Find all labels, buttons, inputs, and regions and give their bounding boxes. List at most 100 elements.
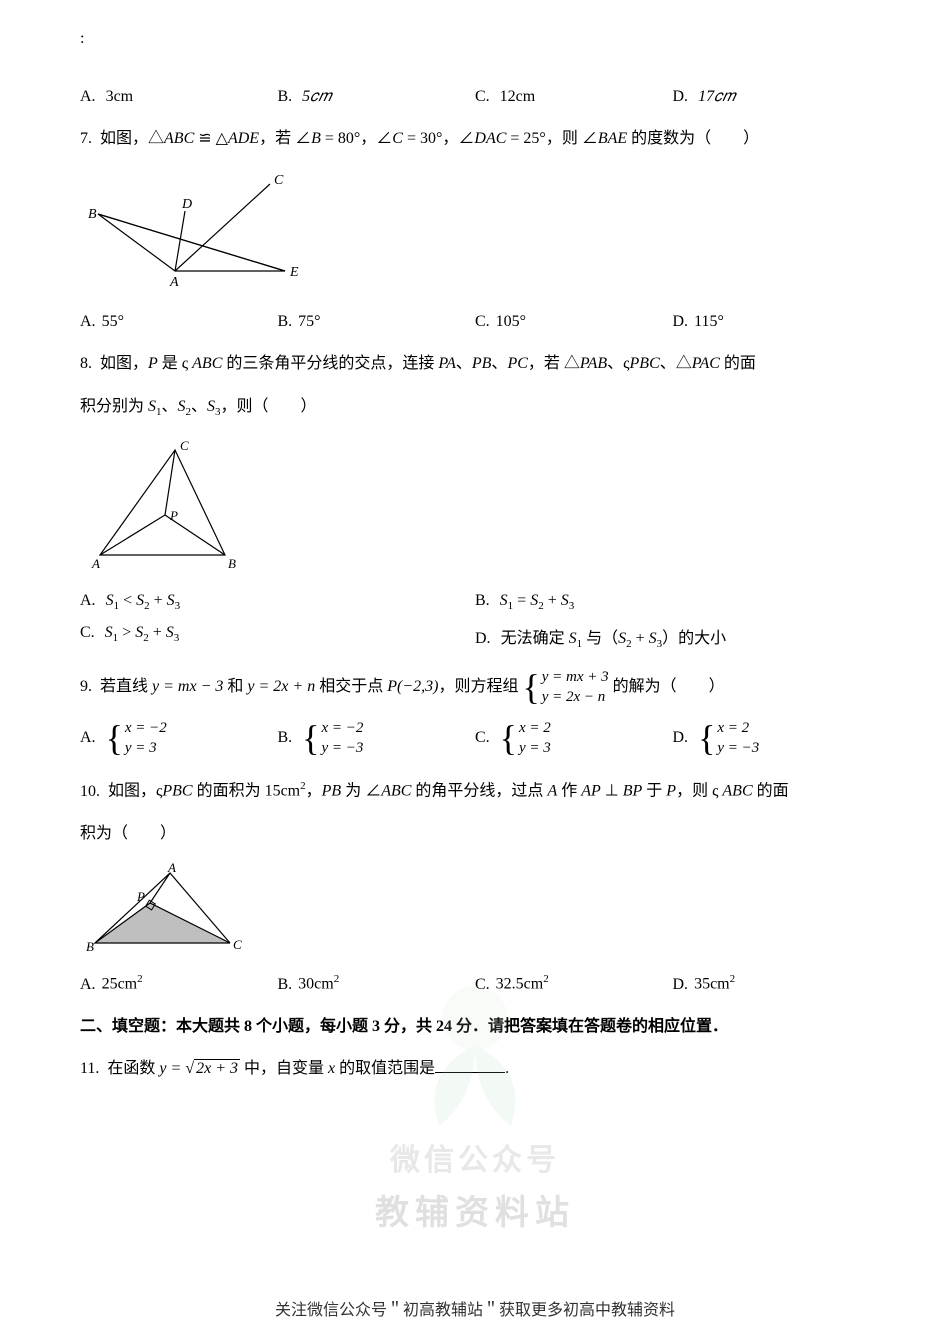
opt-label: B. [278, 313, 293, 330]
brace-icon: { [302, 724, 319, 753]
q9-option-b: B. {x = −2y = −3 [278, 719, 476, 758]
q11-t3: 的取值范围是 [335, 1060, 435, 1077]
q10-t7: 于 [642, 783, 666, 800]
q8-options-row1: A. S1 < S2 + S3 B. S1 = S2 + S3 [80, 592, 870, 612]
q10c-sup: 2 [543, 973, 549, 985]
q7-t3: ，若 ∠ [259, 130, 311, 147]
q8l2-t1: 积分别为 [80, 398, 148, 415]
q8b-sub3: 3 [569, 600, 575, 612]
q10-stem: 10. 如图，ςPBC 的面积为 15cm2，PB 为 ∠ABC 的角平分线，过… [80, 776, 870, 807]
opt-label: A. [80, 729, 96, 746]
q8d-mid: 与（ [582, 630, 618, 647]
q7-b-text: 75° [298, 313, 320, 330]
q8b-s3: S [561, 592, 569, 609]
q8-option-b: B. S1 = S2 + S3 [475, 592, 870, 612]
q8c-mid: > [118, 624, 135, 641]
opt-label: A. [80, 88, 96, 105]
q8d-pre: 无法确定 [501, 630, 569, 647]
watermark-line2: 教辅资料站 [375, 1185, 575, 1234]
q10-perp: ⊥ [601, 783, 623, 800]
q6-option-b: B. 5𝑐𝑚 [278, 88, 476, 106]
q10-num: 10. [80, 783, 100, 800]
q9c-l2: y = 3 [519, 739, 551, 759]
q9-option-a: A. {x = −2y = 3 [80, 719, 278, 758]
q8-options-row2: C. S1 > S2 + S3 D. 无法确定 S1 与（S2 + S3）的大小 [80, 624, 870, 650]
opt-label: A. [80, 313, 96, 330]
q9-eq2: y = 2x + n [247, 678, 315, 695]
q8-label-p: P [169, 508, 178, 523]
sqrt-icon: √2x + 3 [185, 1060, 240, 1077]
q8l2-s2: S [178, 398, 186, 415]
q9a-l1: x = −2 [125, 719, 167, 739]
q7-option-c: C.105° [475, 313, 673, 331]
q8d-end: ）的大小 [662, 630, 726, 647]
opt-label: C. [475, 88, 490, 105]
q8-s2: 、 [491, 355, 507, 372]
watermark-line1: 微信公众号 [375, 1135, 575, 1179]
q8a-plus: + [150, 592, 167, 609]
q10-t4: 为 ∠ [341, 783, 381, 800]
q8-label-c: C [180, 438, 189, 453]
q10-pbc: PBC [162, 783, 192, 800]
q10-figure: A B C P [80, 861, 870, 961]
q8-option-a: A. S1 < S2 + S3 [80, 592, 475, 612]
q9-option-d: D. {x = 2y = −3 [673, 719, 871, 758]
opt-label: B. [475, 592, 490, 609]
q8-stem-line2: 积分别为 S1、S2、S3，则（ ） [80, 392, 870, 423]
q8-pab: PAB [580, 355, 607, 372]
q10-a: A [547, 783, 557, 800]
q9-t1: 若直线 [100, 678, 152, 695]
q10-bp: BP [623, 783, 643, 800]
q10-line2: 积为（ ） [80, 819, 870, 849]
q7-triangle-svg: B A E C D [80, 166, 310, 296]
q10-pb: PB [322, 783, 342, 800]
q10-label-a: A [167, 861, 176, 875]
q7-dac: DAC [474, 130, 506, 147]
q9-num: 9. [80, 678, 92, 695]
q9-t3: 相交于点 [315, 678, 387, 695]
q8-stem: 8. 如图，P 是 ς ABC 的三条角平分线的交点，连接 PA、PB、PC，若… [80, 349, 870, 379]
q11-eqpre: y = [159, 1060, 185, 1077]
q6-option-d: D. 17𝑐𝑚 [673, 88, 871, 106]
q7-label-c: C [274, 173, 284, 188]
q7-ade: ADE [228, 130, 259, 147]
q9-t4: ，则方程组 [438, 678, 522, 695]
q9-options: A. {x = −2y = 3 B. {x = −2y = −3 C. {x =… [80, 719, 870, 758]
q7-options: A.55° B.75° C.105° D.115° [80, 313, 870, 331]
q9-end: 的解为（ ） [613, 678, 725, 695]
q10-option-d: D.35cm2 [673, 973, 871, 993]
q8-t5: 的面 [720, 355, 756, 372]
q10b-text: 30cm [298, 976, 334, 993]
q8-t3: 的三条角平分线的交点，连接 [222, 355, 438, 372]
opt-label: D. [475, 630, 491, 647]
q10d-text: 35cm [694, 976, 730, 993]
q11-end: . [505, 1060, 509, 1077]
q10-label-c: C [233, 937, 242, 952]
q10-t1: 如图，ς [108, 783, 162, 800]
q9d-l2: y = −3 [717, 739, 759, 759]
q10c-text: 32.5cm [496, 976, 544, 993]
opt-label: D. [673, 976, 689, 993]
q7-option-b: B. 75° [278, 313, 476, 331]
q7-label-a: A [169, 275, 179, 290]
q6-options: A. 3cm B. 5𝑐𝑚 C. 12cm D. 17𝑐𝑚 [80, 88, 870, 106]
q8-s4: 、△ [660, 355, 692, 372]
q10-area: 15cm [265, 783, 301, 800]
fill-blank [435, 1059, 505, 1073]
q8l2-sep2: 、 [191, 398, 207, 415]
q9c-l1: x = 2 [519, 719, 551, 739]
brace-icon: { [698, 724, 715, 753]
q6-b-text: 5𝑐𝑚 [302, 88, 331, 105]
q9-stem: 9. 若直线 y = mx − 3 和 y = 2x + n 相交于点 P(−2… [80, 668, 870, 707]
q7-figure: B A E C D [80, 166, 870, 301]
opt-label: C. [80, 624, 95, 641]
q10-abc: ABC [381, 783, 411, 800]
opt-label: A. [80, 976, 96, 993]
q8a-sub3: 3 [175, 600, 181, 612]
q10-option-a: A.25cm2 [80, 973, 278, 993]
q8c-s3: S [166, 624, 174, 641]
q6-option-c: C. 12cm [475, 88, 673, 106]
q7-t4: = 80°，∠ [321, 130, 392, 147]
watermark: 微信公众号 教辅资料站 [375, 1135, 575, 1234]
q8-s3: 、ς [607, 355, 629, 372]
